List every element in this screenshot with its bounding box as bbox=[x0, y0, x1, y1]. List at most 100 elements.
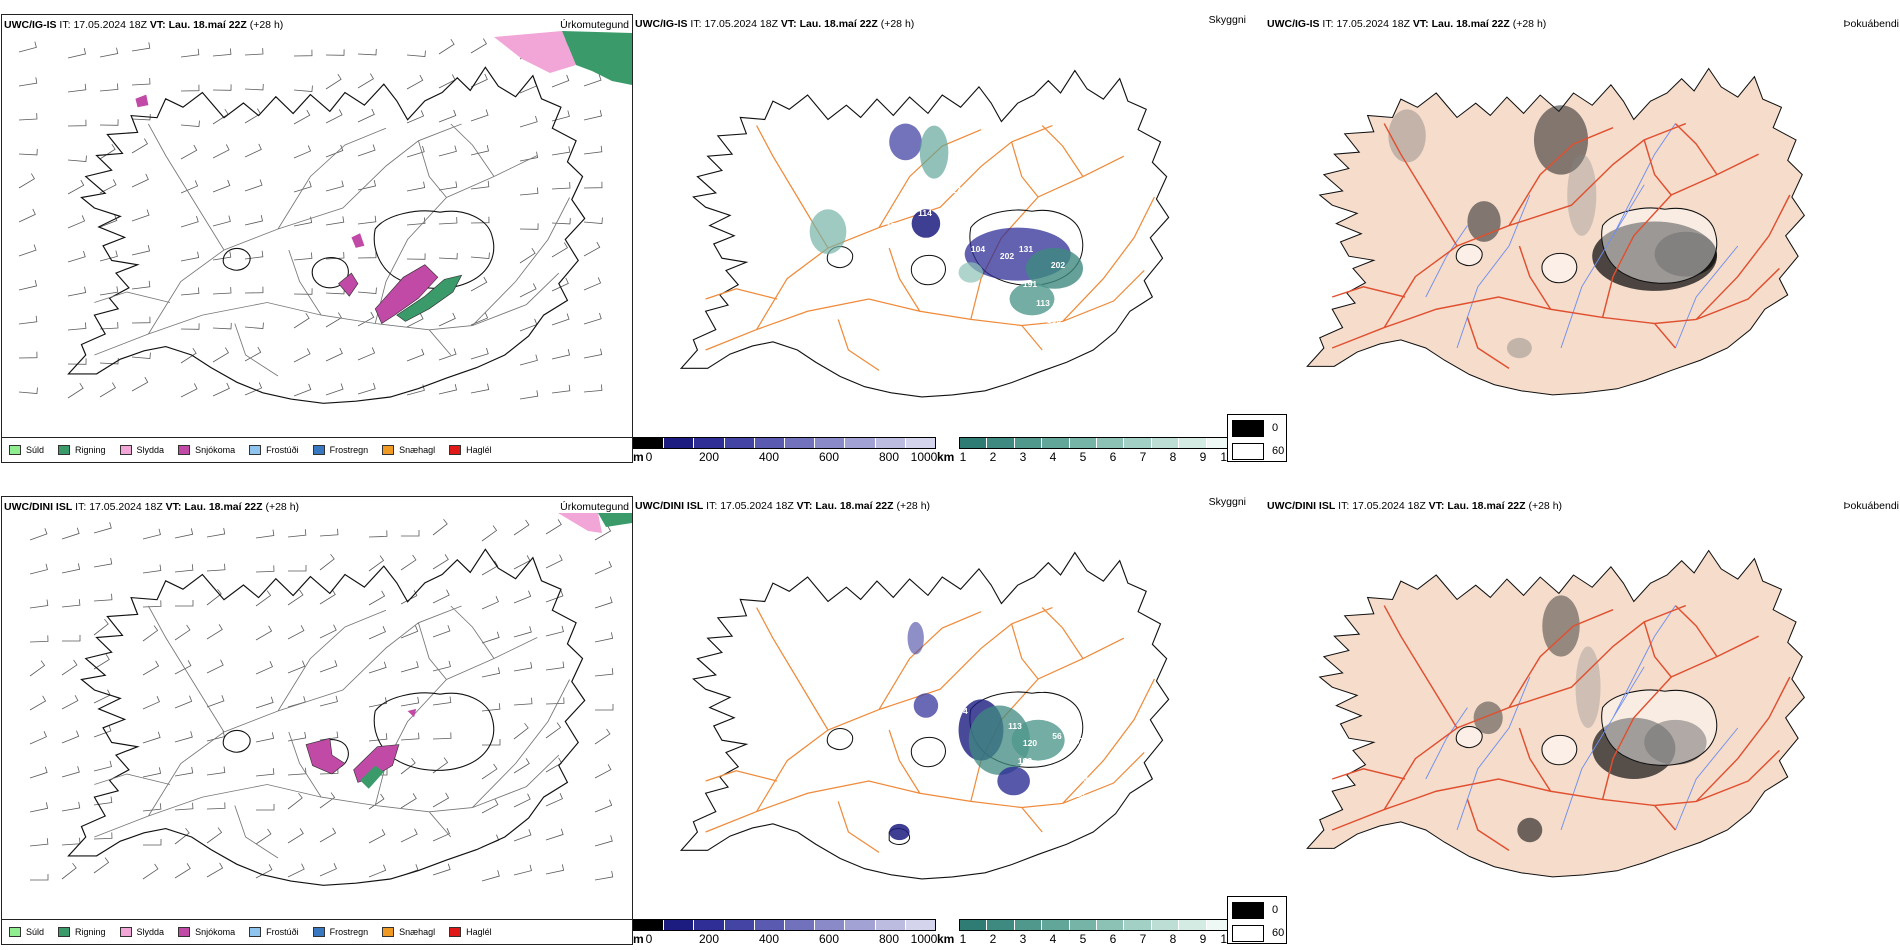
wind-barb bbox=[400, 696, 420, 707]
wind-barb bbox=[212, 48, 232, 57]
wind-barb bbox=[293, 85, 313, 93]
wind-barb bbox=[470, 276, 488, 292]
precip-type-map bbox=[18, 31, 632, 404]
wind-barb bbox=[255, 828, 272, 845]
fog-indicator-title: Þokuábendi bbox=[1843, 500, 1899, 512]
wind-barb bbox=[406, 145, 425, 158]
wind-barb bbox=[545, 661, 565, 671]
wind-barb bbox=[99, 47, 119, 58]
wind-barb bbox=[206, 766, 226, 776]
wind-barb bbox=[513, 829, 532, 842]
wind-barb bbox=[131, 113, 151, 121]
wind-barb bbox=[545, 864, 565, 875]
wind-barb bbox=[180, 323, 200, 330]
wind-barb bbox=[206, 802, 226, 810]
wind-barb bbox=[319, 624, 337, 639]
visibility-value-label: 27 bbox=[951, 185, 961, 195]
precip-type-title: Úrkomutegund bbox=[560, 19, 629, 31]
wind-barb bbox=[551, 110, 570, 122]
wind-barb bbox=[142, 625, 159, 642]
visibility-value-label: 120 bbox=[918, 186, 932, 196]
wind-barb bbox=[61, 563, 81, 574]
wind-barb bbox=[401, 530, 420, 537]
visibility-panel-row1: UWC/IG-IS IT: 17.05.2024 18Z VT: Lau. 18… bbox=[633, 14, 1246, 464]
legend-item-snow: Snjókoma bbox=[178, 445, 235, 455]
legend-item-freezing-rain: Frostregn bbox=[312, 445, 368, 455]
wind-barb bbox=[206, 695, 225, 708]
wind-barb bbox=[99, 83, 119, 92]
wind-barb bbox=[180, 84, 200, 92]
wind-barb bbox=[93, 557, 113, 568]
wind-barb bbox=[400, 793, 417, 809]
legend-swatch bbox=[178, 445, 191, 455]
wind-barb bbox=[255, 529, 275, 539]
wind-barb bbox=[319, 863, 337, 877]
wind-barb bbox=[18, 148, 38, 156]
wind-barb bbox=[400, 828, 418, 843]
wind-barb bbox=[432, 792, 450, 808]
visibility-title: Skyggni bbox=[1208, 496, 1246, 508]
wind-barb bbox=[432, 625, 451, 638]
wind-barb bbox=[61, 730, 80, 744]
fog-legend: 0 60 bbox=[1227, 896, 1287, 944]
wind-barb bbox=[293, 348, 311, 363]
wind-barb bbox=[368, 530, 388, 538]
legend-swatch bbox=[58, 927, 71, 937]
wind-barb bbox=[432, 757, 449, 774]
wind-barb bbox=[61, 862, 77, 880]
wind-barb bbox=[18, 280, 38, 291]
wind-barb bbox=[481, 596, 499, 610]
wind-barb bbox=[400, 757, 416, 775]
iceland-land bbox=[1306, 68, 1805, 396]
legend-swatch bbox=[178, 927, 191, 937]
wind-barb bbox=[432, 696, 452, 706]
wind-barb bbox=[513, 661, 533, 672]
wind-barb bbox=[400, 625, 419, 639]
wind-barb bbox=[180, 215, 199, 228]
wind-barb bbox=[29, 599, 49, 609]
wind-barb bbox=[18, 351, 38, 359]
wind-barb bbox=[406, 348, 425, 362]
visibility-value-label: 104 bbox=[971, 244, 985, 254]
legend-swatch bbox=[382, 445, 395, 455]
wind-barb bbox=[212, 144, 230, 159]
panel-header: UWC/DINI ISL IT: 17.05.2024 18Z VT: Lau.… bbox=[4, 501, 300, 513]
wind-barb bbox=[357, 73, 374, 89]
wind-barb bbox=[67, 322, 87, 331]
wind-barb bbox=[206, 588, 222, 606]
wind-barb bbox=[406, 110, 425, 124]
wind-barb bbox=[142, 528, 161, 540]
wind-barb bbox=[142, 660, 160, 676]
wind-barb bbox=[594, 525, 612, 541]
wind-barb bbox=[406, 313, 424, 328]
wind-barb bbox=[61, 837, 81, 846]
fog-indicator-title: Þokuábendi bbox=[1843, 18, 1899, 30]
wind-barb bbox=[293, 145, 312, 159]
wind-barb bbox=[244, 48, 264, 56]
legend-item-snow-pellets: Snæhagl bbox=[382, 927, 435, 937]
wind-barb bbox=[67, 155, 87, 163]
wind-barb bbox=[174, 802, 194, 811]
wind-barb bbox=[142, 696, 160, 710]
wind-barb bbox=[131, 280, 151, 290]
wind-barb bbox=[438, 109, 457, 123]
wind-barb bbox=[357, 347, 376, 361]
wind-barb bbox=[319, 792, 336, 809]
wind-barb bbox=[99, 286, 119, 296]
low-visibility-areas bbox=[889, 621, 1065, 841]
fog-legend-item: 60 bbox=[1232, 441, 1286, 461]
wind-barb bbox=[18, 244, 37, 257]
rain-area bbox=[598, 513, 632, 527]
visibility-title: Skyggni bbox=[1208, 14, 1246, 26]
wind-barb bbox=[594, 596, 613, 609]
visibility-value-label: 113 bbox=[1008, 721, 1022, 731]
snow-area bbox=[351, 233, 365, 248]
wind-barb bbox=[368, 733, 388, 742]
wind-barb bbox=[287, 792, 303, 810]
wind-barb bbox=[93, 760, 112, 772]
low-visibility-areas bbox=[809, 123, 1083, 316]
wind-barb bbox=[595, 704, 614, 711]
wind-barb bbox=[545, 697, 565, 705]
